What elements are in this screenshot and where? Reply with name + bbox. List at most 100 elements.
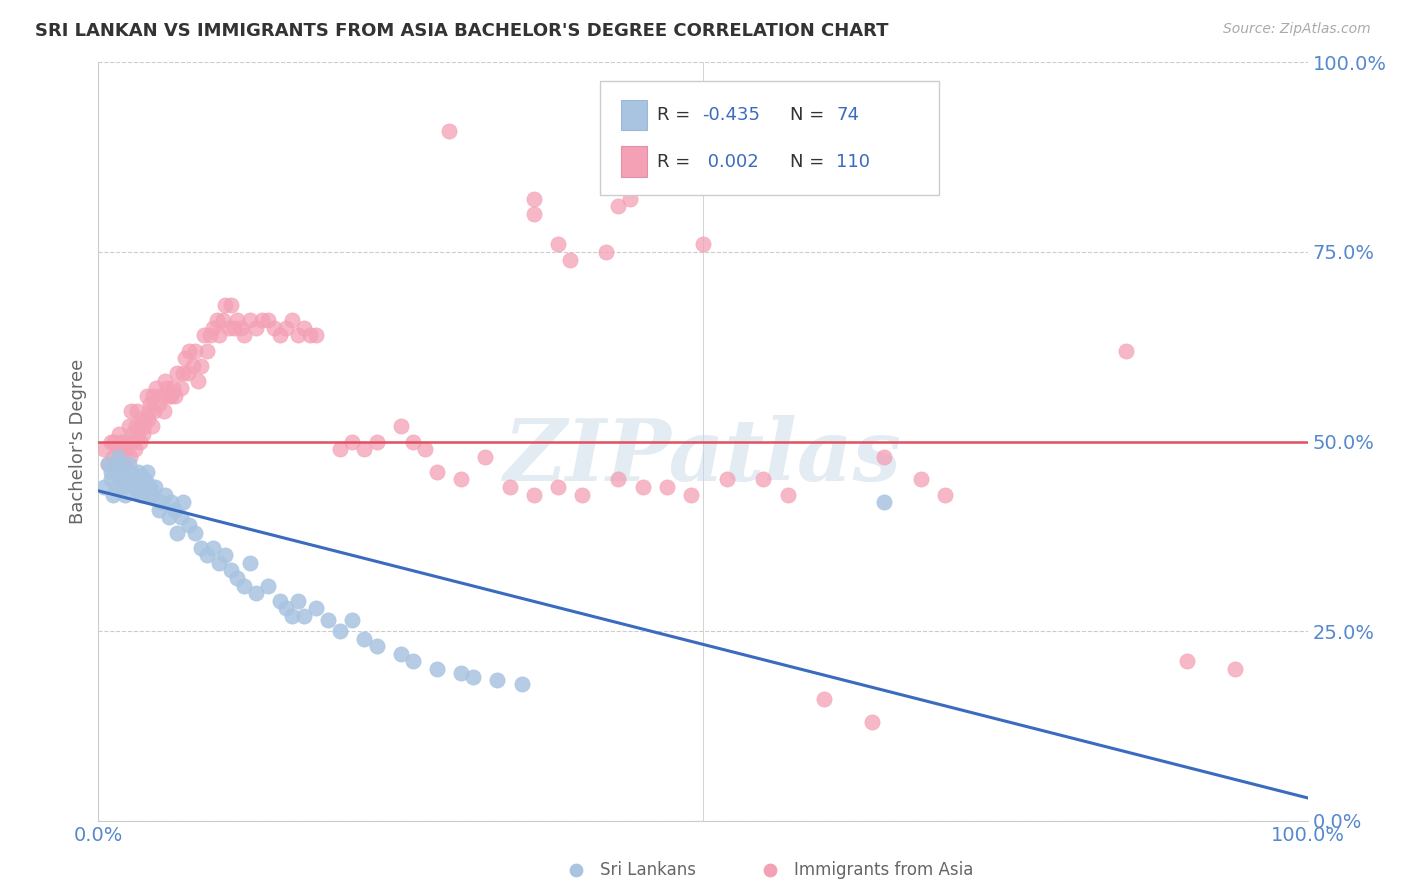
Text: Source: ZipAtlas.com: Source: ZipAtlas.com xyxy=(1223,22,1371,37)
Point xyxy=(523,487,546,501)
Point xyxy=(163,389,186,403)
Point xyxy=(108,450,131,464)
Point xyxy=(177,366,200,380)
Point xyxy=(316,613,339,627)
Text: -0.435: -0.435 xyxy=(702,106,759,124)
Point xyxy=(558,252,581,267)
Text: N =: N = xyxy=(790,106,830,124)
Point xyxy=(107,450,129,464)
Point xyxy=(132,427,155,442)
Point xyxy=(547,480,569,494)
Point xyxy=(100,465,122,479)
Point xyxy=(152,404,174,418)
Point xyxy=(269,328,291,343)
Point xyxy=(389,419,412,434)
Point xyxy=(873,495,896,509)
Point xyxy=(692,237,714,252)
Point xyxy=(124,480,146,494)
Point xyxy=(195,343,218,358)
Point xyxy=(305,328,328,343)
Point xyxy=(208,328,231,343)
Point xyxy=(232,328,254,343)
Point xyxy=(281,313,304,327)
Point xyxy=(97,458,120,472)
Point xyxy=(193,328,215,343)
Point xyxy=(245,320,267,334)
Point xyxy=(190,359,212,373)
Point xyxy=(118,458,141,472)
Point xyxy=(342,434,364,449)
Point xyxy=(114,487,136,501)
Point xyxy=(107,442,129,457)
Point xyxy=(143,480,166,494)
Point xyxy=(157,389,180,403)
Point xyxy=(134,419,156,434)
Point xyxy=(127,465,149,479)
Point xyxy=(232,579,254,593)
Point xyxy=(486,673,509,688)
Point xyxy=(353,442,375,457)
Point xyxy=(292,608,315,623)
Point xyxy=(172,495,194,509)
Point xyxy=(752,473,775,487)
Point xyxy=(221,298,243,312)
Point xyxy=(127,427,149,442)
Point xyxy=(138,487,160,501)
Point xyxy=(245,586,267,600)
Point xyxy=(131,412,153,426)
Point xyxy=(389,647,412,661)
Point xyxy=(143,404,166,418)
Point xyxy=(108,473,131,487)
Point xyxy=(619,192,641,206)
Point xyxy=(214,548,236,563)
Point xyxy=(135,476,157,491)
Point xyxy=(150,495,173,509)
Point xyxy=(97,458,120,472)
Point xyxy=(101,450,124,464)
Point xyxy=(100,434,122,449)
FancyBboxPatch shape xyxy=(621,100,647,130)
Point xyxy=(934,487,956,501)
Point xyxy=(342,613,364,627)
Point xyxy=(138,404,160,418)
Point xyxy=(127,404,149,418)
Point xyxy=(117,434,139,449)
Point xyxy=(153,374,176,388)
Point xyxy=(437,123,460,137)
Point xyxy=(142,487,165,501)
Point xyxy=(758,863,780,877)
Point xyxy=(128,434,150,449)
Point xyxy=(198,328,221,343)
Point xyxy=(114,458,136,472)
Point xyxy=(450,473,472,487)
Point xyxy=(179,343,201,358)
FancyBboxPatch shape xyxy=(621,146,647,177)
Text: Sri Lankans: Sri Lankans xyxy=(600,861,696,879)
Point xyxy=(187,374,209,388)
Text: Immigrants from Asia: Immigrants from Asia xyxy=(793,861,973,879)
Point xyxy=(498,480,520,494)
Point xyxy=(93,480,115,494)
Point xyxy=(174,351,197,366)
Point xyxy=(221,564,243,578)
Point xyxy=(139,396,162,410)
Point xyxy=(281,608,304,623)
Point xyxy=(274,601,297,615)
Point xyxy=(218,320,240,334)
Y-axis label: Bachelor's Degree: Bachelor's Degree xyxy=(69,359,87,524)
Point xyxy=(105,480,128,494)
Point xyxy=(120,465,142,479)
Point xyxy=(229,320,252,334)
Point xyxy=(103,434,125,449)
Point xyxy=(426,465,449,479)
Point xyxy=(150,389,173,403)
Point xyxy=(166,366,188,380)
Point xyxy=(110,434,132,449)
Point xyxy=(426,662,449,676)
Point xyxy=(172,366,194,380)
Point xyxy=(115,442,138,457)
Point xyxy=(184,525,207,540)
Text: R =: R = xyxy=(657,153,696,170)
Point xyxy=(1115,343,1137,358)
Point xyxy=(214,298,236,312)
